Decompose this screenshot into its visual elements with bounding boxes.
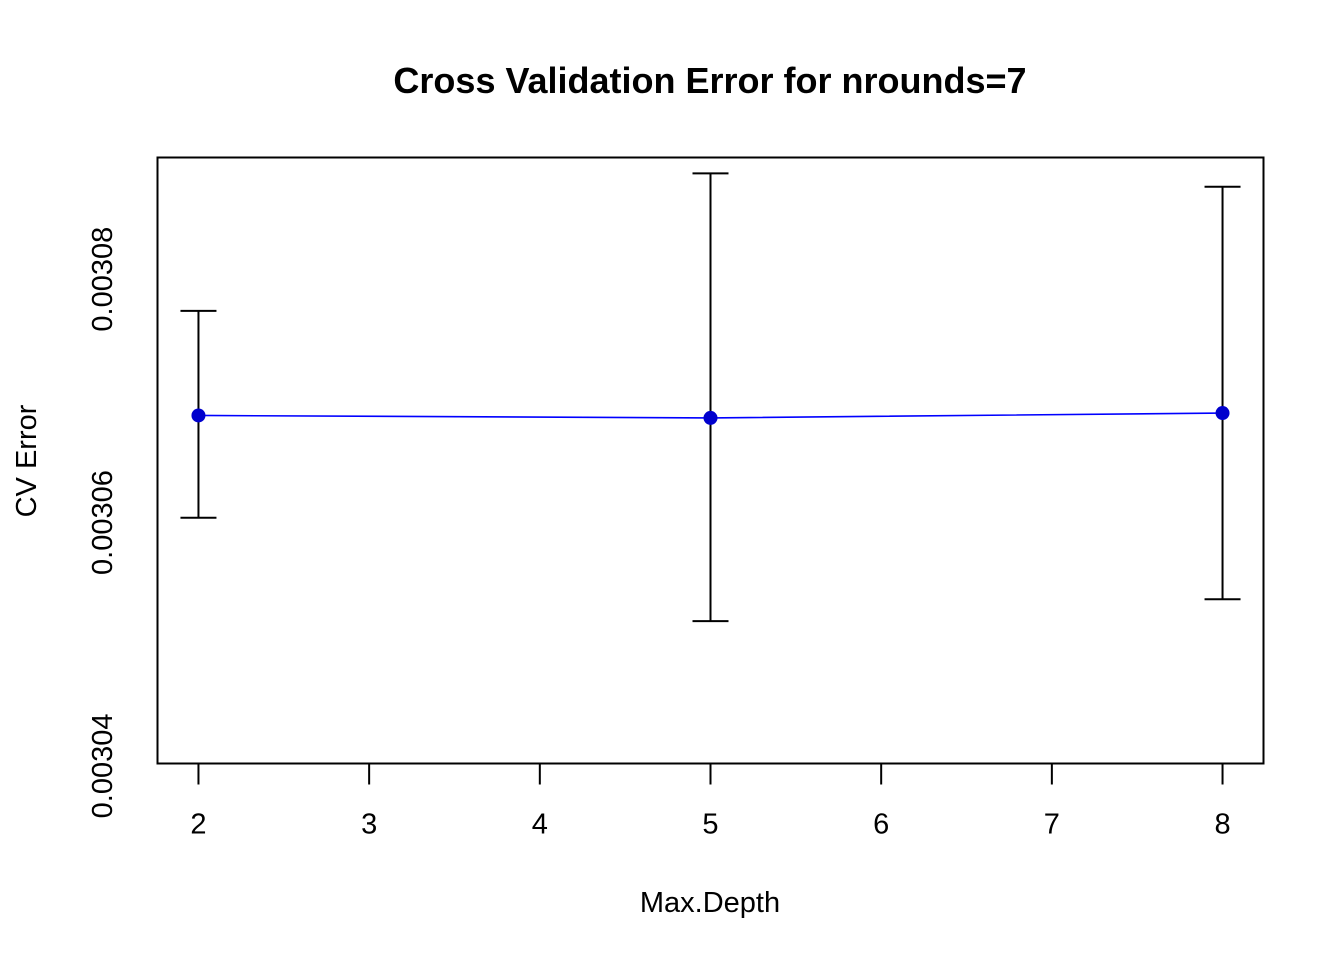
chart-title: Cross Validation Error for nrounds=7 bbox=[393, 60, 1026, 101]
y-tick-label: 0.00304 bbox=[87, 714, 119, 819]
data-point bbox=[1215, 406, 1230, 421]
x-tick-label: 3 bbox=[361, 809, 377, 841]
y-axis-label: CV Error bbox=[11, 404, 43, 517]
x-tick-label: 8 bbox=[1214, 809, 1230, 841]
y-tick-label: 0.00308 bbox=[87, 227, 119, 332]
x-axis-label: Max.Depth bbox=[640, 887, 780, 919]
x-tick-label: 5 bbox=[702, 809, 718, 841]
x-axis: 2 3 4 5 6 7 8 bbox=[190, 762, 1231, 841]
data-series bbox=[180, 172, 1241, 623]
x-tick-label: 6 bbox=[873, 809, 889, 841]
data-point bbox=[191, 408, 206, 423]
x-tick-label: 7 bbox=[1044, 809, 1060, 841]
y-tick-label: 0.00306 bbox=[87, 470, 119, 575]
x-tick-label: 4 bbox=[532, 809, 548, 841]
y-axis: 0.00304 0.00306 0.00308 bbox=[87, 227, 119, 819]
data-point bbox=[703, 410, 718, 425]
x-tick-label: 2 bbox=[190, 809, 206, 841]
